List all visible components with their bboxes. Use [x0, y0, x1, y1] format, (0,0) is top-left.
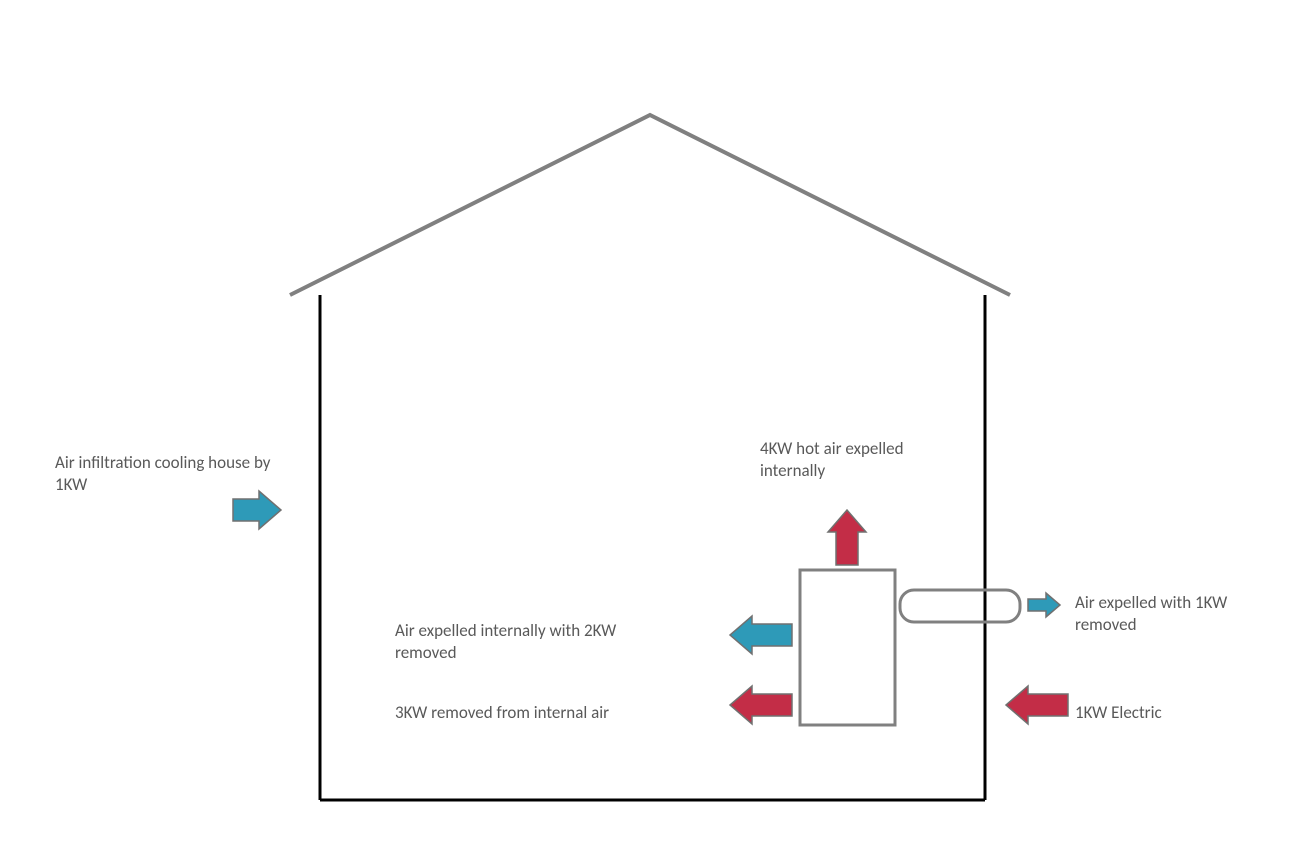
- label-removed-3kw: 3KW removed from internal air: [395, 702, 675, 724]
- label-electric: 1KW Electric: [1075, 702, 1225, 724]
- arrow-hot-air-up: [828, 510, 866, 565]
- exhaust-pipe: [900, 590, 1020, 622]
- arrow-expelled-2kw: [730, 616, 792, 654]
- arrow-electric-in: [1006, 686, 1068, 724]
- arrow-expelled-1kw: [1028, 593, 1060, 617]
- heatpump-unit: [800, 570, 895, 725]
- house-roof: [290, 115, 1010, 295]
- diagram-canvas: [0, 0, 1296, 864]
- label-expelled-1kw: Air expelled with 1KW removed: [1075, 592, 1265, 636]
- label-hot-air: 4KW hot air expelled internally: [760, 438, 960, 482]
- arrow-infiltration: [233, 491, 281, 529]
- label-infiltration: Air infiltration cooling house by 1KW: [55, 452, 285, 496]
- arrow-removed-3kw: [730, 686, 792, 724]
- label-expelled-2kw: Air expelled internally with 2KW removed: [395, 620, 675, 664]
